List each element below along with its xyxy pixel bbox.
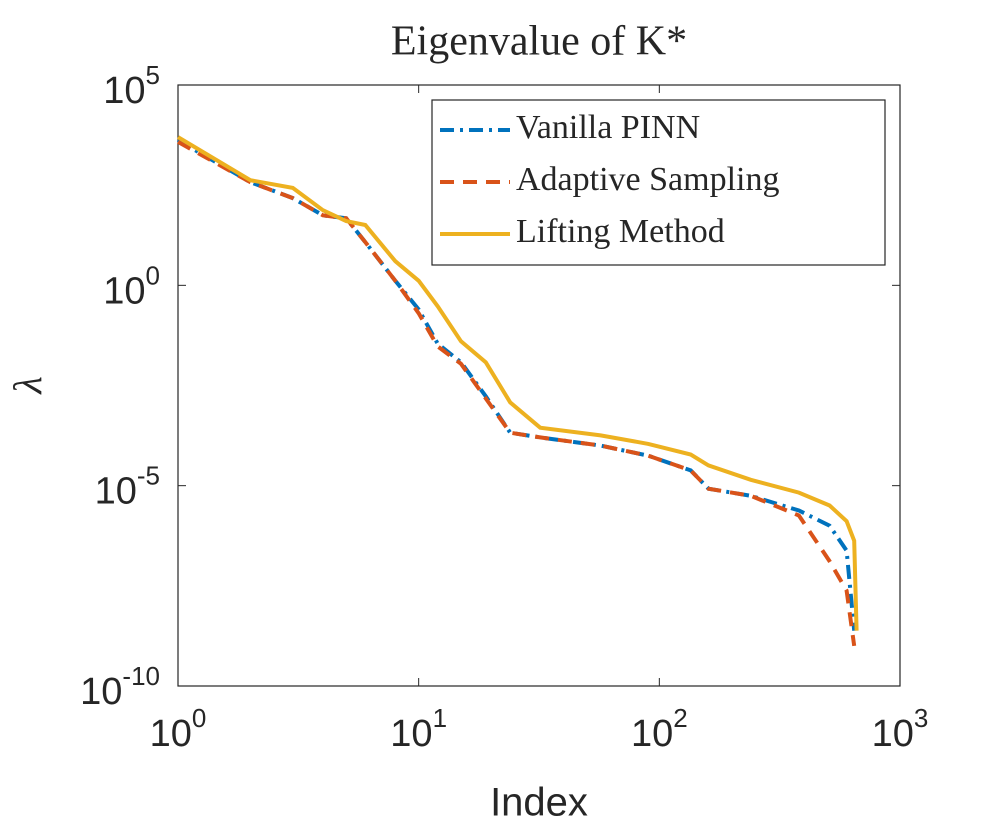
plot-frame [177,84,901,687]
legend-box [431,99,886,266]
x-tick-label: 100 [150,703,207,755]
y-tick-label: 105 [103,60,160,112]
legend-label: Vanilla PINN [516,109,700,146]
x-tick-label: 101 [390,703,447,755]
x-axis-label: Index [490,781,588,825]
y-tick-label: 100 [103,260,160,312]
x-tick-label: 102 [631,703,688,755]
y-tick-label: 10-10 [80,661,160,713]
y-axis-label: λ [5,376,50,394]
x-tick-label: 103 [872,703,929,755]
series-line [176,135,859,631]
legend-label: Adaptive Sampling [516,161,779,198]
chart-title: Eigenvalue of K* [391,19,687,65]
y-tick-label: 10-5 [95,461,160,513]
legend: Vanilla PINN Adaptive Sampling Lifting Met… [431,99,886,266]
legend-label: Lifting Method [516,213,725,250]
